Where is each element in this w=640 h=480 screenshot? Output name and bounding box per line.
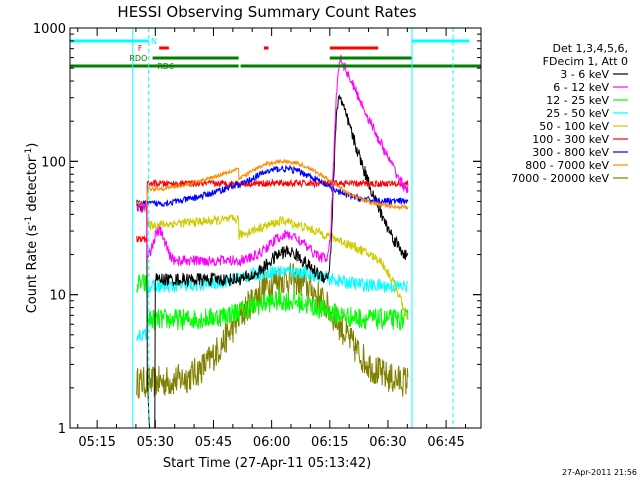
f-flag-label: F <box>138 44 143 53</box>
y-axis-label: Count Rate (s-1 detector-1) <box>24 143 40 314</box>
series-line-50-100-kev <box>136 202 409 321</box>
x-tick-label: 05:15 <box>78 435 115 450</box>
series-line-6-12-kev <box>136 54 409 268</box>
series-line-100-300-kev <box>136 178 409 243</box>
legend-label-12-25-kev: 12 - 25 keV <box>546 94 609 107</box>
legend-label-300-800-kev: 300 - 800 keV <box>532 146 609 159</box>
legend-label-7000-20000-kev: 7000 - 20000 keV <box>511 172 609 185</box>
x-tick-label: 06:00 <box>253 435 290 450</box>
legend-header: FDecim 1, Att 0 <box>543 55 628 68</box>
y-tick-label: 1 <box>58 422 66 437</box>
n-flag-label: N <box>151 37 157 46</box>
legend-header: Det 1,3,4,5,6, <box>552 42 628 55</box>
legend-label-25-50-kev: 25 - 50 keV <box>546 107 609 120</box>
legend-label-3-6-kev: 3 - 6 keV <box>560 68 609 81</box>
y-tick-label: 1000 <box>33 22 66 37</box>
x-tick-label: 06:45 <box>427 435 464 450</box>
y-axis-ticks: 1 10 100 1000 <box>33 22 481 437</box>
observing-flags: FN RDO RD6 <box>70 28 481 428</box>
series-line-12-25-kev <box>136 273 409 331</box>
x-axis-label: Start Time (27-Apr-11 05:13:42) <box>163 456 371 471</box>
legend-label-6-12-kev: 6 - 12 keV <box>553 81 609 94</box>
plot-border <box>69 27 482 429</box>
series-line-3-6-kev <box>136 94 409 429</box>
series-traces <box>136 54 409 429</box>
legend-label-100-300-kev: 100 - 300 keV <box>532 133 609 146</box>
x-tick-label: 05:30 <box>137 435 174 450</box>
x-tick-label: 06:30 <box>369 435 406 450</box>
legend: Det 1,3,4,5,6,FDecim 1, Att 03 - 6 keV6 … <box>511 42 628 185</box>
series-line-800-7000-kev <box>136 158 409 211</box>
rdo-flag-label: RDO <box>129 54 147 63</box>
rd6-flag-label: RD6 <box>157 62 174 71</box>
plot-timestamp: 27-Apr-2011 21:56 <box>562 468 637 477</box>
y-tick-label: 100 <box>41 155 66 170</box>
series-line-25-50-kev <box>136 265 409 342</box>
chart-title: HESSI Observing Summary Count Rates <box>117 3 416 21</box>
plot-frame <box>69 27 482 429</box>
y-tick-label: 10 <box>49 289 66 304</box>
legend-label-800-7000-kev: 800 - 7000 keV <box>525 159 609 172</box>
legend-label-50-100-kev: 50 - 100 keV <box>539 120 609 133</box>
x-axis-ticks: 05:15 05:30 05:45 06:00 06:15 06:30 06:45 <box>77 28 466 450</box>
x-tick-label: 05:45 <box>195 435 232 450</box>
x-tick-label: 06:15 <box>311 435 348 450</box>
